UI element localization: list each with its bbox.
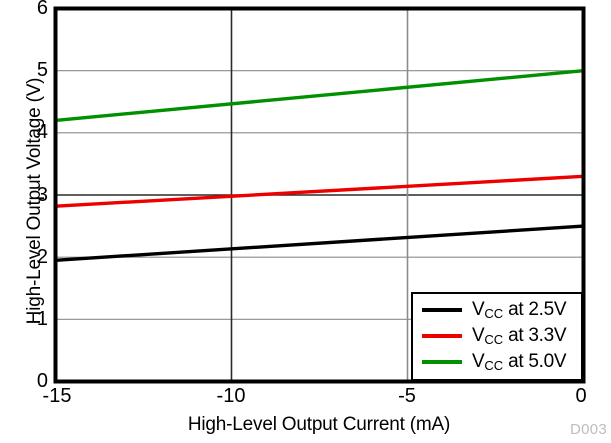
legend-color-swatch (422, 360, 462, 364)
figure-id-watermark: D003 (569, 421, 607, 438)
data-line (55, 174, 584, 208)
y-axis-tick-labels: 6 5 4 3 2 1 0 (0, 0, 48, 443)
y-tick-label: 1 (36, 308, 48, 330)
plot-frame (53, 6, 586, 384)
legend-item: VCC at 2.5V (413, 297, 585, 323)
data-line (55, 68, 584, 123)
y-tick-label: 4 (36, 121, 48, 143)
legend-color-swatch (422, 334, 462, 338)
x-tick-label: 0 (575, 385, 587, 407)
data-series-group (55, 68, 584, 262)
legend: VCC at 2.5V VCC at 3.3V VCC at 5.0V (411, 292, 583, 381)
legend-item-label: VCC at 2.5V (472, 299, 567, 321)
y-tick-label: 6 (36, 0, 48, 19)
x-axis-title: High-Level Output Current (mA) (187, 414, 451, 435)
data-line (55, 224, 584, 262)
x-tick-label: -5 (398, 385, 416, 407)
y-tick-label: 2 (36, 246, 48, 268)
y-tick-label: 5 (36, 59, 48, 81)
legend-color-swatch (422, 308, 462, 312)
y-tick-label: 0 (36, 370, 48, 392)
plot-border (53, 6, 586, 384)
legend-item-label: VCC at 5.0V (472, 351, 567, 373)
x-tick-label: -15 (42, 385, 72, 407)
legend-item: VCC at 5.0V (413, 349, 585, 375)
legend-item: VCC at 3.3V (413, 323, 585, 349)
x-tick-label: -10 (216, 385, 246, 407)
legend-item-label: VCC at 3.3V (472, 325, 567, 347)
y-tick-label: 3 (36, 184, 48, 206)
